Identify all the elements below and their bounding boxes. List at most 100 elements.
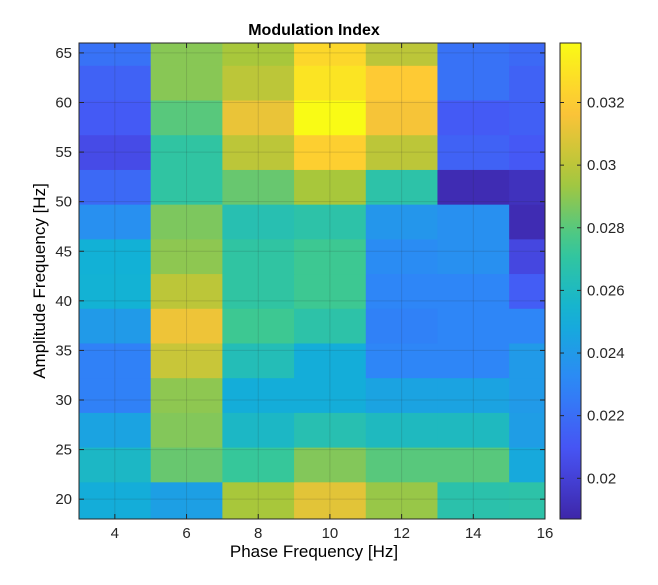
heatmap-cell bbox=[437, 377, 510, 413]
heatmap-cell bbox=[222, 447, 295, 483]
heatmap-cell bbox=[79, 342, 152, 379]
y-axis: 20 25 30 35 40 45 50 55 60 65 bbox=[55, 45, 545, 508]
heatmap-cell bbox=[509, 308, 546, 344]
heatmap-cell bbox=[365, 377, 438, 413]
heatmap-cell bbox=[222, 134, 295, 170]
heatmap-cell bbox=[437, 412, 510, 448]
heatmap-cell bbox=[365, 134, 438, 170]
heatmap-cell bbox=[79, 65, 152, 101]
heatmap-cell bbox=[437, 43, 510, 66]
heatmap-cell bbox=[294, 169, 367, 205]
heatmap-cell bbox=[294, 481, 367, 520]
heatmap-cell bbox=[294, 134, 367, 170]
heatmap-cell bbox=[150, 134, 223, 170]
heatmap-cell bbox=[509, 134, 546, 170]
heatmap-cell bbox=[150, 273, 223, 309]
heatmap-cell bbox=[79, 238, 152, 275]
plot-frame bbox=[78, 42, 546, 520]
heatmap-cell bbox=[437, 134, 510, 170]
heatmap-cell bbox=[222, 43, 295, 66]
heatmap-cell bbox=[222, 204, 295, 240]
heatmap-cell bbox=[222, 100, 295, 136]
heatmap-cells bbox=[79, 43, 546, 520]
heatmap-cell bbox=[222, 342, 295, 379]
colorbar-tick-label: 0.03 bbox=[587, 157, 616, 174]
heatmap-cell bbox=[294, 308, 367, 344]
heatmap-cell bbox=[150, 412, 223, 448]
heatmap-cell bbox=[150, 238, 223, 275]
colorbar-tick-label: 0.026 bbox=[587, 282, 625, 299]
x-tick-label: 10 bbox=[322, 525, 339, 542]
heatmap-cell bbox=[294, 204, 367, 240]
heatmap-cell bbox=[294, 447, 367, 483]
heatmap-cell bbox=[509, 481, 546, 520]
heatmap-cell bbox=[150, 481, 223, 520]
heatmap-cell bbox=[437, 238, 510, 275]
heatmap-cell bbox=[150, 204, 223, 240]
heatmap-cell bbox=[365, 169, 438, 205]
heatmap-cell bbox=[150, 377, 223, 413]
heatmap-cell bbox=[437, 342, 510, 379]
heatmap-cell bbox=[437, 308, 510, 344]
y-tick-label: 30 bbox=[55, 392, 72, 409]
colorbar-tick-label: 0.024 bbox=[587, 345, 625, 362]
x-axis: 4 6 8 10 12 14 16 bbox=[111, 43, 554, 542]
heatmap-cell bbox=[509, 273, 546, 309]
x-tick-label: 16 bbox=[537, 525, 554, 542]
heatmap-cell bbox=[79, 204, 152, 240]
heatmap-cell bbox=[365, 412, 438, 448]
heatmap-cell bbox=[437, 100, 510, 136]
heatmap-cell bbox=[79, 100, 152, 136]
y-tick-label: 55 bbox=[55, 144, 72, 161]
colorbar-tick-label: 0.02 bbox=[587, 470, 616, 487]
y-axis-title: Amplitude Frequency [Hz] bbox=[30, 183, 49, 379]
heatmap-cell bbox=[365, 273, 438, 309]
colorbar-ticks: 0.02 0.022 0.024 0.026 0.028 0.03 0.032 bbox=[560, 95, 625, 487]
heatmap-cell bbox=[437, 447, 510, 483]
heatmap-cell bbox=[150, 169, 223, 205]
y-tick-label: 40 bbox=[55, 293, 72, 310]
heatmap-cell bbox=[509, 447, 546, 483]
x-tick-label: 4 bbox=[111, 525, 119, 542]
colorbar bbox=[559, 42, 582, 520]
heatmap-cell bbox=[365, 43, 438, 66]
heatmap-cell bbox=[222, 238, 295, 275]
heatmap-cell bbox=[365, 481, 438, 520]
heatmap-cell bbox=[509, 342, 546, 379]
heatmap-cell bbox=[79, 308, 152, 344]
y-tick-label: 65 bbox=[55, 45, 72, 62]
heatmap-cell bbox=[509, 238, 546, 275]
heatmap-cell bbox=[437, 65, 510, 101]
heatmap-cell bbox=[79, 43, 152, 66]
y-tick-label: 60 bbox=[55, 95, 72, 112]
heatmap-cell bbox=[150, 447, 223, 483]
x-tick-label: 12 bbox=[393, 525, 410, 542]
heatmap-cell bbox=[294, 273, 367, 309]
heatmap-cell bbox=[294, 412, 367, 448]
heatmap-cell bbox=[509, 412, 546, 448]
heatmap-cell bbox=[509, 43, 546, 66]
heatmap-cell bbox=[79, 481, 152, 520]
heatmap-cell bbox=[509, 169, 546, 205]
y-tick-label: 20 bbox=[55, 491, 72, 508]
y-tick-label: 50 bbox=[55, 194, 72, 211]
heatmap-cell bbox=[150, 43, 223, 66]
heatmap-cell bbox=[79, 273, 152, 309]
heatmap-cell bbox=[437, 204, 510, 240]
heatmap-cell bbox=[79, 412, 152, 448]
y-tick-label: 25 bbox=[55, 442, 72, 459]
heatmap-cell bbox=[150, 308, 223, 344]
heatmap-cell bbox=[79, 169, 152, 205]
y-tick-label: 45 bbox=[55, 243, 72, 260]
heatmap-cell bbox=[222, 308, 295, 344]
heatmap-cell bbox=[509, 377, 546, 413]
heatmap-cell bbox=[365, 100, 438, 136]
heatmap-cell bbox=[150, 100, 223, 136]
y-tick-label: 35 bbox=[55, 342, 72, 359]
x-tick-label: 8 bbox=[254, 525, 262, 542]
heatmap-cell bbox=[222, 273, 295, 309]
heatmap-cell bbox=[365, 238, 438, 275]
heatmap-cell bbox=[150, 342, 223, 379]
heatmap-cell bbox=[222, 377, 295, 413]
